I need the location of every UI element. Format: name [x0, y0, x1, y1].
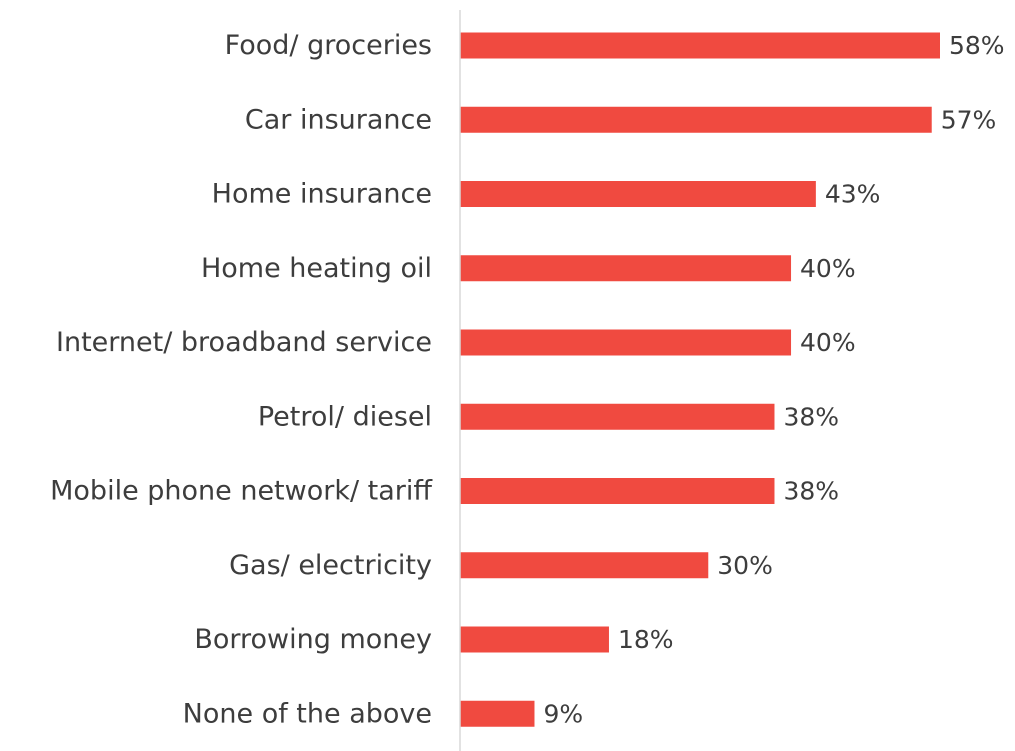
category-label: Petrol/ diesel — [258, 401, 432, 432]
category-label: Internet/ broadband service — [56, 327, 432, 358]
value-label: 18% — [618, 625, 674, 654]
bar — [460, 626, 609, 653]
category-label: Mobile phone network/ tariff — [50, 476, 433, 507]
category-label: None of the above — [183, 698, 432, 729]
category-label: Home insurance — [212, 179, 432, 210]
value-label: 30% — [717, 551, 773, 580]
bar — [460, 255, 792, 282]
value-label: 58% — [949, 31, 1005, 60]
category-label: Food/ groceries — [225, 30, 432, 61]
category-labels-group: Food/ groceries Car insurance Home insuran… — [50, 30, 433, 729]
bar — [460, 181, 816, 207]
category-label: Car insurance — [245, 104, 432, 135]
category-label: Borrowing money — [194, 624, 432, 655]
bar — [460, 329, 792, 356]
bar — [460, 552, 709, 579]
bar — [460, 700, 535, 727]
value-label: 43% — [825, 180, 881, 209]
value-label: 40% — [800, 328, 856, 357]
value-labels-group: 58% 57% 43% 40% 40% 38% 38% 30% 18% 9% — [543, 31, 1004, 728]
bars-group — [460, 32, 940, 727]
bar — [460, 32, 940, 59]
value-label: 38% — [783, 477, 839, 506]
value-label: 38% — [783, 402, 839, 431]
value-label: 57% — [941, 105, 997, 134]
category-label: Gas/ electricity — [229, 550, 432, 581]
value-label: 40% — [800, 254, 856, 283]
bar — [460, 106, 932, 133]
bar — [460, 478, 775, 504]
category-label: Home heating oil — [201, 253, 432, 284]
value-label: 9% — [543, 699, 583, 728]
bar — [460, 403, 775, 430]
